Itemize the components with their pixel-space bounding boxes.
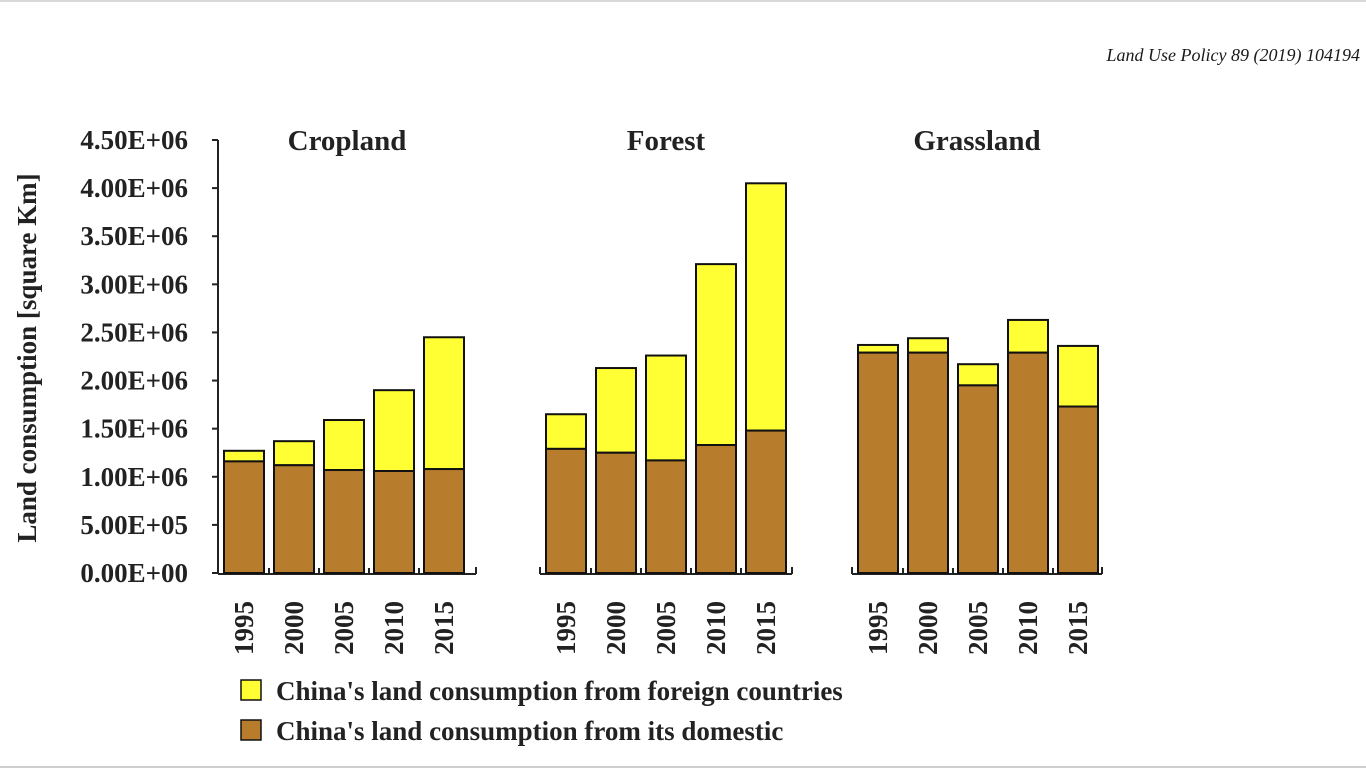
x-tick-label: 2005: [651, 601, 681, 655]
y-axis: 0.00E+00 5.00E+05 1.00E+06 1.50E+06 2.00E+06…: [80, 125, 219, 588]
y-tick-label: 2.00E+06: [80, 366, 188, 396]
bar-domestic-cropland-2010: [373, 470, 415, 575]
bar-domestic-forest-2000: [595, 451, 637, 575]
bar-foreign-cropland-2015: [423, 336, 465, 471]
panel-title: Grassland: [913, 125, 1040, 157]
bar-domestic-grassland-2010: [1007, 351, 1049, 575]
y-tick-label: 1.00E+06: [80, 462, 188, 492]
x-tick-label: 2000: [913, 601, 943, 655]
x-tick-label: 2000: [601, 601, 631, 655]
bar-domestic-cropland-1995: [223, 460, 265, 575]
bar-foreign-cropland-2005: [323, 419, 365, 472]
bar-domestic-grassland-2005: [957, 384, 999, 574]
x-tick-label: 2015: [429, 601, 459, 655]
bar-foreign-grassland-2005: [957, 363, 999, 387]
bar-domestic-forest-2005: [645, 459, 687, 575]
bar-foreign-forest-1995: [545, 413, 587, 450]
panel-title: Cropland: [288, 125, 407, 157]
y-tick-label: 3.00E+06: [80, 269, 188, 299]
bar-domestic-forest-2015: [745, 429, 787, 575]
x-tick-label: 2015: [751, 601, 781, 655]
y-tick-label: 1.50E+06: [80, 414, 188, 444]
legend-swatch-domestic: [240, 719, 262, 741]
bar-domestic-grassland-1995: [857, 351, 899, 575]
bar-domestic-cropland-2000: [273, 464, 315, 574]
y-tick-label: 4.50E+06: [80, 125, 188, 155]
bar-foreign-grassland-2010: [1007, 318, 1049, 354]
legend-label-domestic: China's land consumption from its domest…: [276, 716, 783, 746]
legend: China's land consumption from foreign co…: [240, 676, 843, 746]
x-tick-label: 2010: [379, 601, 409, 655]
bar-domestic-cropland-2005: [323, 469, 365, 575]
bar-domestic-forest-2010: [695, 444, 737, 574]
bottom-rule: [0, 766, 1366, 768]
bar-foreign-grassland-2015: [1057, 344, 1099, 408]
bar-foreign-grassland-2000: [907, 337, 949, 354]
x-tick-label: 1995: [551, 601, 581, 655]
y-tick-label: 5.00E+05: [80, 510, 188, 540]
bar-foreign-forest-2010: [695, 263, 737, 447]
y-tick-label: 0.00E+00: [80, 558, 188, 588]
bar-foreign-forest-2000: [595, 367, 637, 454]
y-axis-label: Land consumption [square Km]: [12, 173, 42, 542]
y-tick-label: 2.50E+06: [80, 317, 188, 347]
x-tick-label: 2010: [1013, 601, 1043, 655]
chart-panels: Cropland 1995 2000 2005 2010 2015 Forest 1995 20…: [218, 125, 1103, 655]
panel-cropland: Cropland 1995 2000 2005 2010 2015: [218, 125, 477, 655]
legend-label-foreign: China's land consumption from foreign co…: [276, 676, 843, 706]
y-tick-label: 3.50E+06: [80, 221, 188, 251]
x-tick-label: 2015: [1063, 601, 1093, 655]
x-tick-label: 2000: [279, 601, 309, 655]
top-rule: [0, 0, 1366, 2]
panel-forest: Forest 1995 2000 2005 2010 2015: [539, 125, 793, 655]
panel-title: Forest: [627, 125, 706, 157]
bar-foreign-cropland-2000: [273, 440, 315, 467]
x-tick-label: 2005: [329, 601, 359, 655]
y-tick-label: 4.00E+06: [80, 173, 188, 203]
bar-foreign-cropland-1995: [223, 449, 265, 463]
legend-swatch-foreign: [240, 679, 262, 701]
bar-domestic-grassland-2015: [1057, 405, 1099, 574]
x-tick-label: 1995: [863, 601, 893, 655]
bar-domestic-cropland-2015: [423, 468, 465, 574]
x-tick-label: 2005: [963, 601, 993, 655]
panel-grassland: Grassland 1995 2000 2005 2010 2015: [851, 125, 1103, 655]
bar-foreign-forest-2015: [745, 182, 787, 432]
x-tick-label: 1995: [229, 601, 259, 655]
journal-reference: Land Use Policy 89 (2019) 104194: [1106, 45, 1360, 65]
bar-foreign-grassland-1995: [857, 343, 899, 354]
x-tick-label: 2010: [701, 601, 731, 655]
bar-domestic-forest-1995: [545, 447, 587, 574]
bar-domestic-grassland-2000: [907, 351, 949, 575]
bar-foreign-forest-2005: [645, 354, 687, 462]
bar-foreign-cropland-2010: [373, 389, 415, 473]
